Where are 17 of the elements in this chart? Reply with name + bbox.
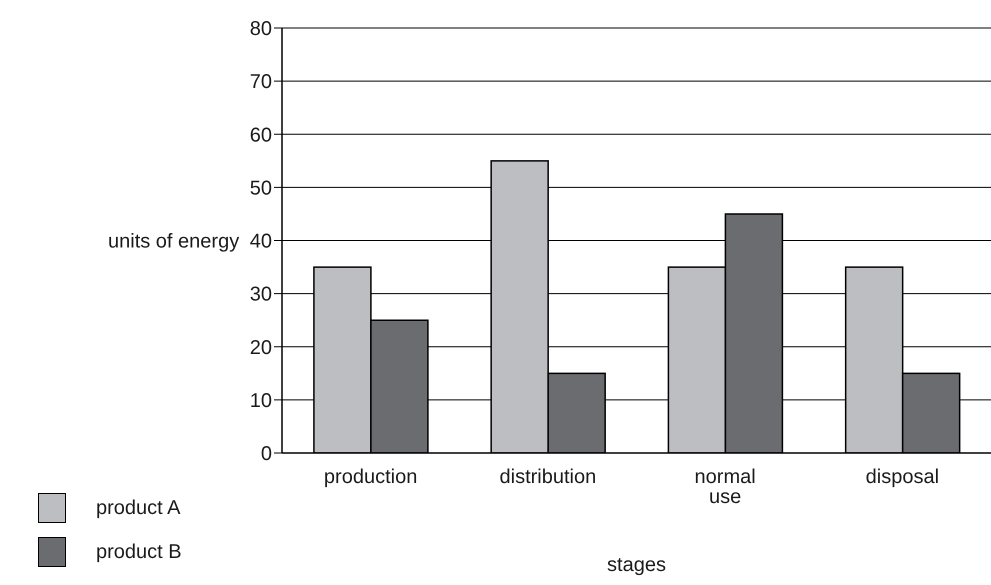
y-tick-label: 40 bbox=[250, 230, 272, 253]
y-tick-label: 80 bbox=[250, 18, 272, 40]
x-tick-label: normal use bbox=[694, 466, 756, 508]
x-tick-label: disposal bbox=[866, 466, 940, 488]
legend-label: product B bbox=[96, 540, 182, 564]
y-tick-label: 0 bbox=[260, 443, 272, 466]
y-tick-label: 70 bbox=[250, 71, 272, 94]
y-tick-label: 30 bbox=[250, 284, 272, 306]
x-axis-title: stages bbox=[607, 554, 666, 576]
y-tick-label: 10 bbox=[250, 390, 272, 412]
y-axis-title: units of energy bbox=[108, 230, 240, 253]
legend-label: product A bbox=[96, 496, 181, 520]
y-tick-label: 60 bbox=[250, 124, 272, 146]
x-tick-label: distribution bbox=[500, 466, 596, 488]
x-tick-label: production bbox=[324, 466, 418, 488]
y-tick-label: 20 bbox=[250, 336, 272, 359]
y-tick-label: 50 bbox=[250, 177, 272, 200]
